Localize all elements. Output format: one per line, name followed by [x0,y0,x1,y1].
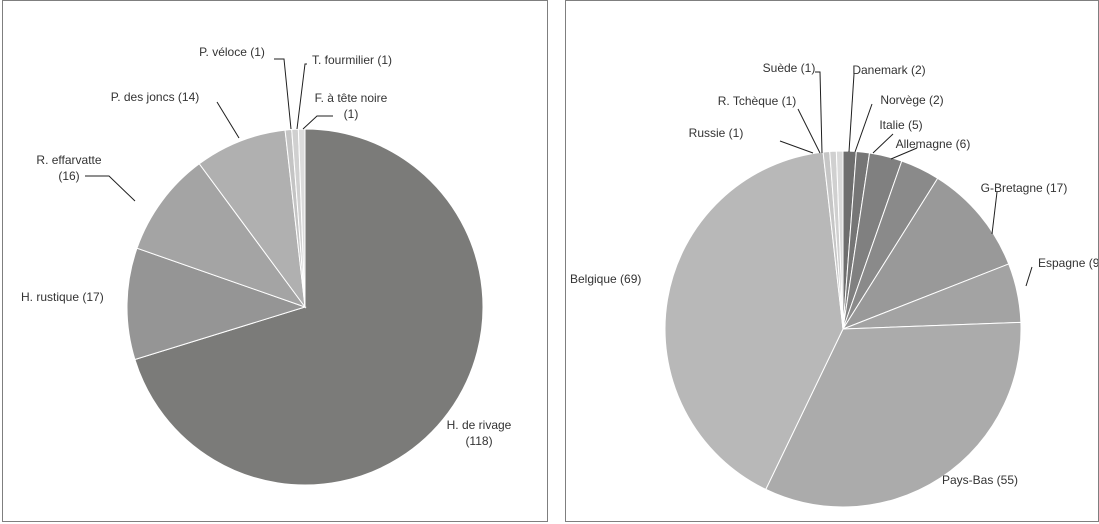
slice-label-f-a-tete-noire: F. à tête noire (1) [315,91,388,121]
pie-slice-r-effarvatte [136,163,307,309]
pie-slice-h-rustique [126,247,307,361]
leader-line-danemark [848,73,855,153]
leader-line-espagne [1025,266,1033,287]
leader-line-italie [872,133,894,154]
slice-label-g-bretagne: G-Bretagne (17) [981,181,1068,195]
leader-line-norvege [854,103,873,153]
pie-slice-h-de-rivage [134,128,484,486]
pie-slice-suede [835,150,844,330]
slice-label-pays-bas: Pays-Bas (55) [942,473,1018,487]
pie-slice-pays-bas [765,321,1022,508]
slice-label-r-tcheque: R. Tchèque (1) [718,94,797,108]
pie-slice-belgique [664,151,844,491]
leader-line-p-veloce [274,58,292,130]
slice-label-russie: Russie (1) [689,126,744,140]
slice-label-danemark: Danemark (2) [852,63,925,77]
slice-label-allemagne: Allemagne (6) [896,137,971,151]
slice-label-suede: Suède (1) [763,61,816,75]
slice-label-belgique: Belgique (69) [570,272,641,286]
slice-label-p-veloce: P. véloce (1) [199,45,265,59]
slice-label-r-effarvatte: R. effarvatte (16) [36,153,101,183]
leader-line-f-a-tete-noire [302,115,333,130]
pie-slice-f-a-tete-noire [297,128,306,308]
pie-chart-countries: Danemark (2) Norvège (2) Italie (5) Allemag… [570,61,1098,508]
slice-label-espagne: Espagne (9) [1038,256,1098,270]
leader-line-suede [815,71,823,154]
leader-line-g-bretagne [991,191,998,235]
leader-line-p-des-joncs [216,101,240,139]
pie-slice-p-des-joncs [198,129,306,309]
leader-line-r-tcheque [797,108,821,154]
leader-line-allemagne [890,147,918,160]
leader-line-r-effarvatte [85,175,136,202]
slice-label-h-rustique: H. rustique (17) [21,290,104,304]
pie-slice-g-bretagne [841,177,1010,331]
slice-label-p-des-joncs: P. des joncs (14) [111,90,200,104]
leader-line-russie [779,140,814,154]
chart-panel-species: H. de rivage (118) H. rustique (17) R. effa… [2,0,548,522]
pie-chart-species: H. de rivage (118) H. rustique (17) R. effa… [21,45,512,486]
chart-panel-countries: Danemark (2) Norvège (2) Italie (5) Allemag… [565,0,1099,522]
slice-label-h-de-rivage: H. de rivage (118) [447,418,512,448]
slice-label-italie: Italie (5) [879,118,922,132]
slice-label-t-fourmilier: T. fourmilier (1) [312,53,392,67]
slice-label-norvege: Norvège (2) [880,93,943,107]
leader-line-t-fourmilier [296,63,307,130]
